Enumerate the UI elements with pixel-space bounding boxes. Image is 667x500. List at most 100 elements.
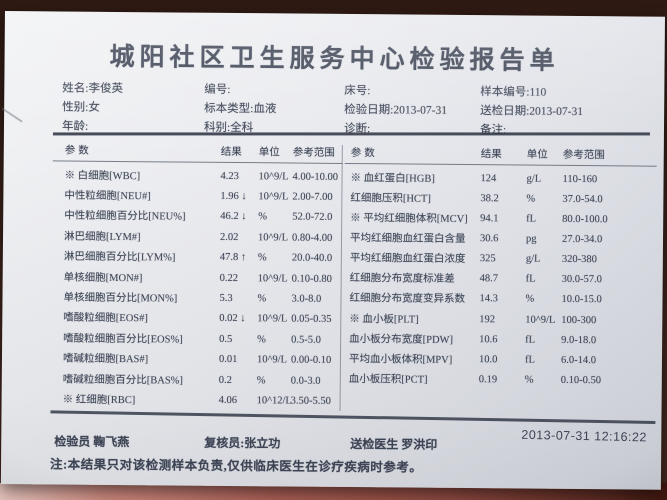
column-result: 结果	[480, 149, 502, 161]
field-test-date: 检验日期:2013-07-31	[344, 103, 448, 117]
reviewer-name: 复核员:张立功	[204, 435, 281, 451]
disclaimer-note: 注:本结果只对该检测样本负责,仅供临床医生在诊疗疾病时参考。	[49, 457, 423, 475]
param-name: 血小板分布宽度[PDW]	[349, 333, 454, 346]
param-range: 37.0-54.0	[562, 193, 603, 205]
param-name: 红细胞分布宽度变异系数	[349, 293, 466, 306]
table-row: 平均红细胞血红蛋白浓度 325 g/L 320-380	[344, 248, 656, 271]
table-row: 中性粒细胞[NEU#] 1.96 ↓ 10^9/L 2.00-7.00	[52, 185, 342, 208]
field-diagnosis: 诊断:	[343, 122, 371, 136]
table-row: ※ 白细胞[WBC] 4.23 10^9/L 4.00-10.00	[52, 164, 342, 187]
table-row: ※ 红细胞[RBC] 4.06 10^12/L 3.50-5.50	[51, 389, 341, 412]
param-unit: 10^9/L	[257, 232, 289, 244]
table-row: 血小板分布宽度[PDW] 10.6 fL 9.0-18.0	[343, 328, 655, 351]
param-unit: %	[257, 252, 267, 264]
param-result: 325	[479, 253, 496, 265]
param-name: 淋巴细胞[LYM#]	[63, 231, 141, 244]
table-row: 血小板压积[PCT] 0.19% 0.10-0.50	[343, 368, 655, 391]
param-name: 嗜碱粒细胞百分比[BAS%]	[62, 374, 184, 387]
param-result: 4.23	[220, 170, 239, 182]
param-result: 124	[480, 172, 497, 184]
table-row: 淋巴细胞[LYM#] 2.02 10^9/L 0.80-4.00	[52, 226, 342, 249]
field-department: 科别:全科	[203, 121, 254, 135]
doctor-name: 送检医生 罗洪印	[350, 437, 438, 452]
field-bed-number: 床号:	[344, 84, 371, 98]
table-row: 嗜酸粒细胞[EOS#] 0.02 ↓ 10^9/L 0.05-0.35	[51, 307, 341, 330]
param-unit: 10^9/L	[525, 314, 556, 326]
param-result: 0.19	[478, 374, 498, 386]
column-range: 参考范围	[292, 147, 335, 159]
tester-name: 检验员 鞠飞燕	[54, 434, 130, 450]
param-range: 2.00-7.00	[292, 191, 333, 203]
param-name: 红细胞压积[HCT]	[350, 192, 431, 205]
field-number: 编号:	[204, 83, 231, 96]
param-unit: %	[257, 334, 266, 346]
param-result: 30.6	[479, 233, 499, 245]
param-name: ※ 红细胞[RBC]	[62, 394, 136, 407]
param-result: 0.2	[218, 374, 232, 386]
param-name: ※ 血红蛋白[HGB]	[350, 172, 435, 185]
param-result: 0.5	[219, 333, 233, 345]
column-parameter: 参数	[350, 148, 378, 160]
table-row: 红细胞压积[HCT] 38.2% 37.0-54.0	[344, 187, 656, 210]
param-name: 平均血小板体积[MPV]	[348, 353, 453, 366]
param-range: 4.00-10.00	[292, 171, 339, 183]
param-result: 0.02 ↓	[219, 313, 246, 325]
param-range: 0.0-3.0	[290, 375, 321, 387]
param-name: 单核细胞百分比[MON%]	[63, 292, 178, 305]
param-unit: %	[258, 211, 268, 223]
param-name: 平均红细胞血红蛋白含量	[349, 233, 466, 246]
table-row: 嗜碱粒细胞百分比[BAS%] 0.2% 0.0-3.0	[51, 368, 341, 391]
param-unit: %	[526, 193, 536, 205]
table-row: 中性粒细胞百分比[NEU%] 46.2 ↓% 52.0-72.0	[52, 205, 342, 228]
param-result: 38.2	[480, 192, 499, 205]
param-unit: 10^12/L	[256, 395, 292, 407]
param-range: 6.0-14.0	[560, 354, 597, 366]
param-name: 中性粒细胞[NEU#]	[64, 190, 151, 203]
results-table-right: 参数 结果 单位 参考范围 ※ 血红蛋白[HGB] 124 g/L 110-160 红…	[343, 145, 657, 391]
param-range: 30.0-57.0	[561, 274, 602, 286]
param-range: 3.50-5.50	[290, 395, 331, 407]
table-row: 单核细胞[MON#] 0.22 10^9/L 0.10-0.80	[52, 266, 342, 289]
header-divider	[52, 132, 650, 136]
table-row: 单核细胞百分比[MON%] 5.3% 3.0-8.0	[51, 287, 341, 310]
print-timestamp: 2013-07-31 12:16:22	[521, 427, 648, 445]
param-name: 平均红细胞血红蛋白浓度	[349, 253, 466, 266]
param-name: 嗜酸粒细胞百分比[EOS%]	[63, 333, 183, 346]
param-range: 100-300	[561, 314, 597, 326]
param-unit: g/L	[526, 173, 542, 185]
param-range: 0.5-5.0	[291, 334, 321, 346]
param-range: 80.0-100.0	[562, 213, 608, 226]
paper-crease	[1, 107, 23, 123]
field-patient-name: 姓名:李俊英	[62, 82, 124, 96]
param-name: 血小板压积[PCT]	[348, 373, 428, 386]
report-title: 城阳社区卫生服务中心检验报告单	[109, 43, 560, 75]
field-sample-number: 样本编号:110	[480, 86, 547, 99]
param-result: 10.6	[479, 333, 498, 345]
table-header: 参数 结果 单位 参考范围	[53, 142, 343, 160]
param-result: 14.3	[479, 293, 498, 305]
lab-report-paper: 城阳社区卫生服务中心检验报告单 姓名:李俊英 编号: 床号: 样本编号:110 …	[0, 11, 665, 490]
param-range: 110-160	[562, 173, 598, 185]
param-result: 192	[479, 313, 496, 325]
param-range: 320-380	[561, 253, 597, 266]
param-range: 52.0-72.0	[292, 211, 333, 224]
table-row: 红细胞分布宽度变异系数 14.3% 10.0-15.0	[343, 288, 655, 311]
param-unit: fL	[526, 213, 537, 225]
column-parameter: 参数	[64, 145, 92, 157]
table-row: 红细胞分布宽度标准差 48.7 fL 30.0-57.0	[344, 268, 656, 291]
column-range: 参考范围	[562, 149, 605, 162]
param-result: 4.06	[218, 394, 238, 407]
param-unit: pg	[525, 233, 537, 245]
param-name: 单核细胞[MON#]	[63, 272, 143, 284]
table-row: 嗜酸粒细胞百分比[EOS%] 0.5% 0.5-5.0	[51, 328, 341, 351]
param-range: 0.00-0.10	[290, 354, 332, 367]
param-name: 淋巴细胞百分比[LYM%]	[63, 251, 176, 264]
param-result: 5.3	[219, 292, 233, 305]
param-name: ※ 平均红细胞体积[MCV]	[350, 212, 468, 225]
param-unit: 10^9/L	[258, 170, 289, 183]
param-result: 47.8 ↑	[219, 252, 247, 264]
param-name: 嗜酸粒细胞[EOS#]	[63, 312, 148, 325]
param-result: 46.2 ↓	[220, 211, 247, 223]
table-row: ※ 血红蛋白[HGB] 124 g/L 110-160	[344, 167, 656, 190]
